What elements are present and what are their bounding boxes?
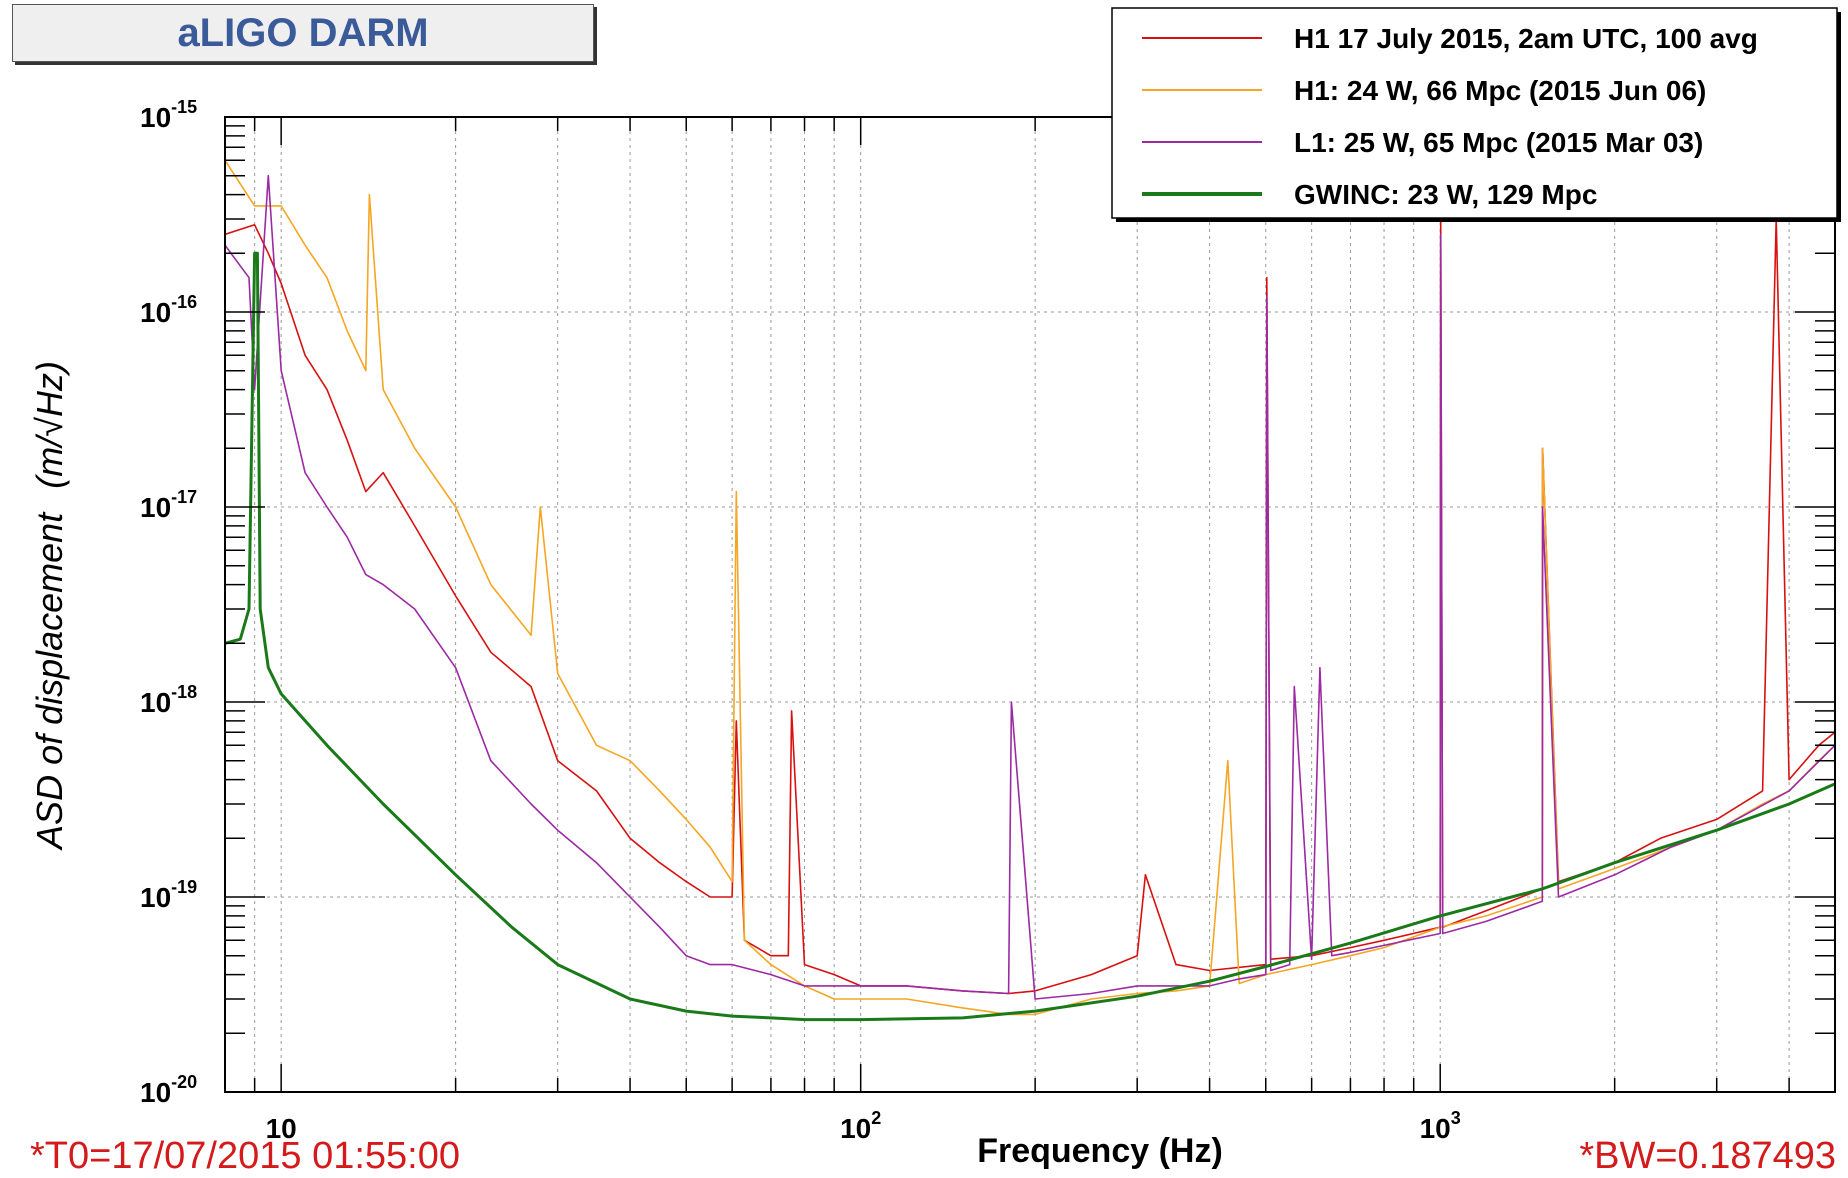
y-tick-label: 10-17 [140,487,197,523]
x-axis-title: Frequency (Hz) [977,1132,1223,1170]
axis-tick-labels: 10 102 103 10-15 10-16 10-17 10-18 10-19 10-20 [140,97,1461,1144]
x-tick-label: 103 [1420,1108,1461,1144]
footer-bw: *BW=0.187493 [1579,1135,1836,1177]
legend-label: H1: 24 W, 66 Mpc (2015 Jun 06) [1294,75,1706,106]
y-axis-title-prefix: ASD of displacement [29,511,70,851]
series-line-0 [225,218,1835,995]
footer-t0: *T0=17/07/2015 01:55:00 [30,1135,460,1177]
y-tick-label: 10-20 [140,1072,197,1108]
y-tick-label: 10-16 [140,292,197,328]
y-tick-label: 10-15 [140,97,197,133]
legend-box [1111,7,1838,219]
series-layer [225,159,1835,1022]
axis-ticks [224,117,1835,1093]
legend-label: H1 17 July 2015, 2am UTC, 100 avg [1294,23,1758,54]
plot-frame [224,116,1836,1093]
x-tick-label: 10 [266,1113,297,1144]
x-tick-label: 102 [840,1108,881,1144]
legend: H1 17 July 2015, 2am UTC, 100 avg H1: 24 … [1111,7,1841,222]
y-axis-title: ASD of displacement (m/√Hz) [29,361,70,851]
legend-label: GWINC: 23 W, 129 Mpc [1294,179,1597,210]
series-line-3 [225,251,1835,1022]
y-axis-title-units: (m/√Hz) [29,361,70,489]
chart-title: aLIGO DARM [12,4,594,62]
legend-label: L1: 25 W, 65 Mpc (2015 Mar 03) [1294,127,1703,158]
y-tick-label: 10-19 [140,877,197,913]
y-tick-label: 10-18 [140,682,197,718]
grid-lines [224,117,1835,1093]
series-line-2 [225,174,1835,1000]
